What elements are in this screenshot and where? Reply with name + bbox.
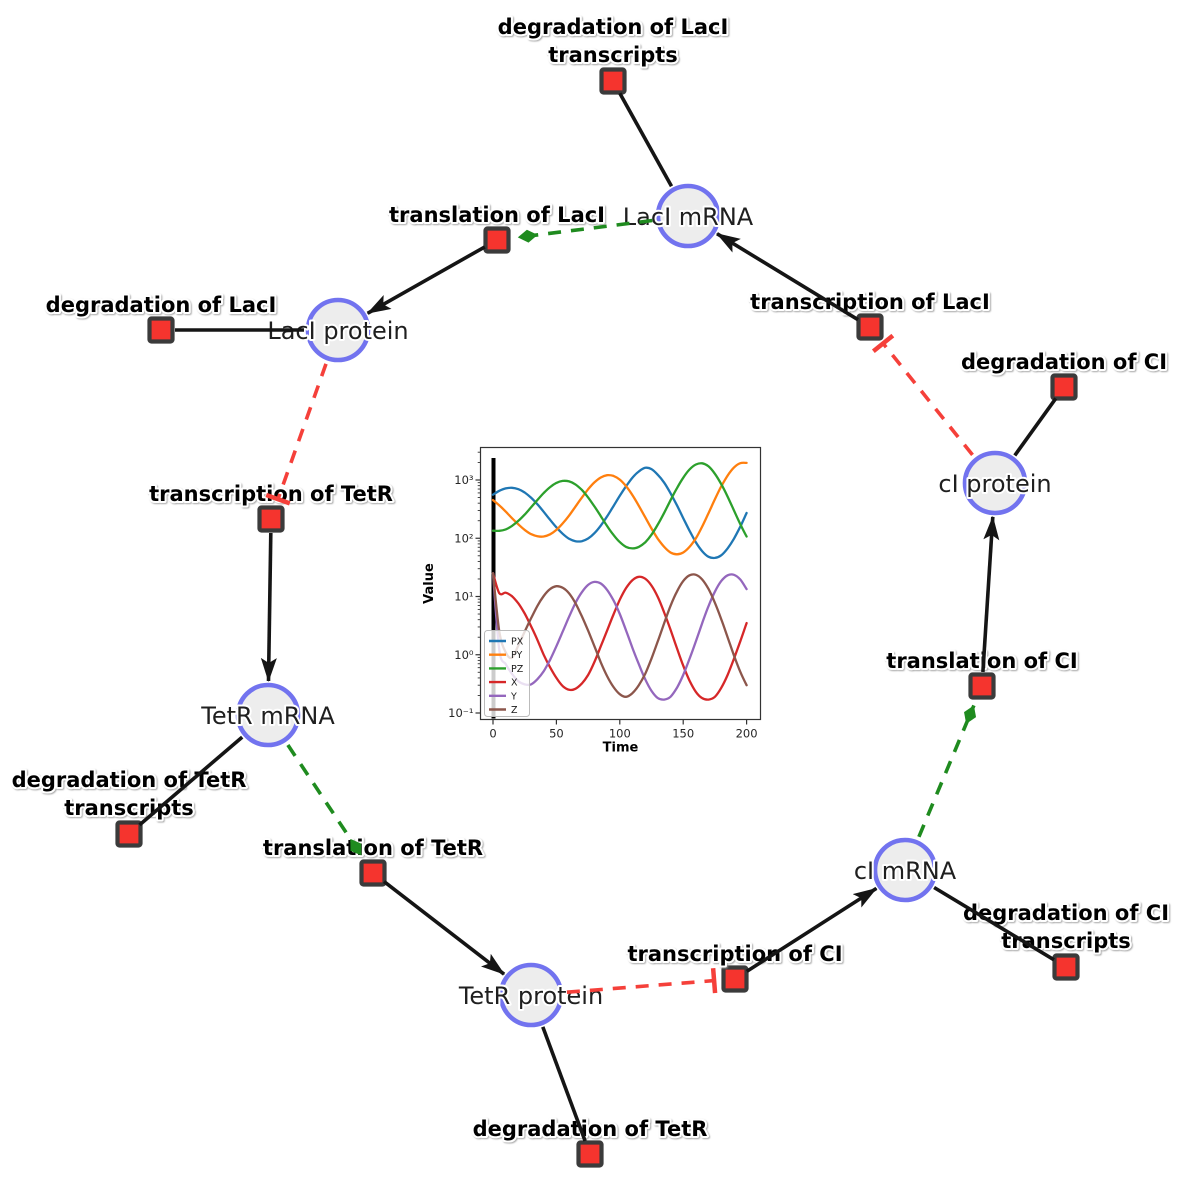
reaction-node-txn-laci — [856, 313, 884, 341]
reaction-label-deg-ci-tx: degradation of CI transcripts — [963, 901, 1169, 953]
reaction-node-txn-tetr — [257, 505, 285, 533]
reaction-label-transl-tetr: translation of TetR — [263, 836, 483, 860]
reaction-label-line: transcripts — [548, 43, 678, 67]
reaction-label-transl-laci: translation of LacI — [389, 203, 605, 227]
chart-series-Z — [491, 572, 748, 698]
reaction-node-deg-laci — [147, 316, 175, 344]
chart-series-PY — [491, 461, 748, 556]
reaction-label-txn-tetr: transcription of TetR — [149, 482, 393, 506]
chart-series-PZ — [491, 462, 748, 550]
edge-production-txn-ci-to-ci-mrna — [745, 886, 878, 973]
edge-production-txn-laci-to-laci-mrna — [716, 232, 859, 322]
chart-legend-label-PY: PY — [511, 650, 523, 661]
reaction-label-txn-laci: transcription of LacI — [750, 290, 990, 314]
species-node-ci-mrna — [872, 837, 938, 903]
chart-ylabel: Value — [422, 563, 437, 604]
edge-production-txn-tetr-to-tetr-mrna — [260, 532, 277, 682]
species-label-tetr-mrna: TetR mRNA — [200, 702, 335, 730]
edge-consumption-ci-mrna-to-deg-ci-tx — [933, 885, 1055, 962]
edge-activation-ci-mrna-to-transl-ci — [917, 704, 977, 838]
edge-inhibition-tetr-protein-to-txn-ci — [566, 967, 718, 994]
reaction-node-deg-tetr-tx — [115, 820, 143, 848]
edge-consumption-tetr-protein-to-deg-tetr — [541, 1026, 587, 1142]
species-label-tetr-protein: TetR protein — [458, 982, 603, 1010]
reaction-label-line: degradation of LacI — [498, 15, 729, 39]
chart-legend-label-Z: Z — [511, 705, 518, 716]
reaction-label-txn-ci: transcription of CI — [627, 942, 842, 966]
reaction-label-line: translation of TetR — [263, 836, 483, 860]
chart-xlabel: Time — [603, 741, 639, 756]
chart-legend-label-PX: PX — [511, 637, 524, 648]
edge-consumption-laci-mrna-to-deg-laci-tx — [618, 92, 674, 188]
species-label-laci-mrna: LacI mRNA — [623, 203, 754, 231]
reaction-label-line: degradation of CI — [961, 350, 1167, 374]
reaction-label-line: degradation of TetR — [12, 768, 247, 792]
chart-series-Y — [491, 572, 748, 701]
reaction-label-line: degradation of CI — [963, 901, 1169, 925]
chart-y-tick-label: 10⁰ — [454, 648, 474, 662]
species-node-ci-protein — [962, 450, 1028, 516]
species-label-ci-protein: cI protein — [938, 470, 1051, 498]
reaction-label-deg-tetr-tx: degradation of TetR transcripts — [12, 768, 247, 820]
edge-inhibition-ci-protein-to-txn-laci — [871, 333, 974, 457]
species-node-laci-protein — [305, 297, 371, 363]
reaction-label-line: transcription of TetR — [149, 482, 393, 506]
reaction-label-deg-ci: degradation of CI — [961, 350, 1167, 374]
reaction-label-deg-tetr: degradation of TetR — [473, 1117, 708, 1141]
chart-x-tick-label: 50 — [549, 727, 564, 741]
chart-legend-label-Y: Y — [510, 691, 517, 702]
edge-consumption-ci-protein-to-deg-ci — [1013, 397, 1058, 457]
species-node-tetr-protein — [498, 962, 564, 1028]
chart-x-tick-label: 200 — [736, 727, 758, 741]
species-label-ci-mrna: cI mRNA — [854, 857, 957, 885]
reaction-node-deg-ci — [1050, 373, 1078, 401]
chart-x-tick-label: 100 — [609, 727, 631, 741]
edge-production-transl-tetr-to-tetr-protein — [383, 880, 506, 976]
species-node-laci-mrna — [655, 183, 721, 249]
reaction-label-deg-laci-tx: degradation of LacI transcripts — [498, 15, 729, 67]
chart-legend: PX PY PZ XYZ — [484, 630, 530, 717]
chart-legend-label-X: X — [511, 678, 518, 689]
reaction-node-transl-tetr — [359, 859, 387, 887]
chart-x-tick-label: 0 — [489, 727, 496, 741]
reaction-label-line: transcription of CI — [627, 942, 842, 966]
reaction-label-line: translation of LacI — [389, 203, 605, 227]
reaction-label-line: transcription of LacI — [750, 290, 990, 314]
reaction-label-line: degradation of TetR — [473, 1117, 708, 1141]
chart-series-group — [491, 461, 748, 701]
chart-y-tick-label: 10⁻¹ — [448, 706, 473, 720]
edge-production-transl-laci-to-laci-protein — [366, 245, 486, 315]
reaction-label-line: degradation of LacI — [46, 293, 277, 317]
reaction-node-deg-laci-tx — [599, 67, 627, 95]
reaction-node-transl-laci — [483, 226, 511, 254]
chart-series-X — [491, 572, 748, 701]
edge-production-transl-ci-to-ci-protein — [981, 515, 1000, 673]
reaction-node-transl-ci — [968, 672, 996, 700]
reaction-node-deg-tetr — [576, 1140, 604, 1168]
reaction-label-line: transcripts — [64, 796, 194, 820]
network-nodes — [115, 67, 1080, 1168]
chart-legend-label-PZ: PZ — [511, 664, 524, 675]
reaction-label-deg-laci: degradation of LacI — [46, 293, 277, 317]
chart-y-tick-label: 10³ — [454, 473, 474, 487]
reaction-node-txn-ci — [721, 965, 749, 993]
edge-consumption-tetr-mrna-to-deg-tetr-tx — [138, 735, 244, 827]
edge-inhibition-laci-protein-to-txn-tetr — [265, 363, 328, 506]
chart-x-tick-label: 150 — [672, 727, 694, 741]
network-edges — [138, 92, 1058, 1142]
reaction-node-deg-ci-tx — [1052, 953, 1080, 981]
species-node-tetr-mrna — [235, 682, 301, 748]
chart-y-tick-label: 10² — [454, 531, 473, 545]
chart-y-tick-label: 10¹ — [454, 590, 473, 604]
